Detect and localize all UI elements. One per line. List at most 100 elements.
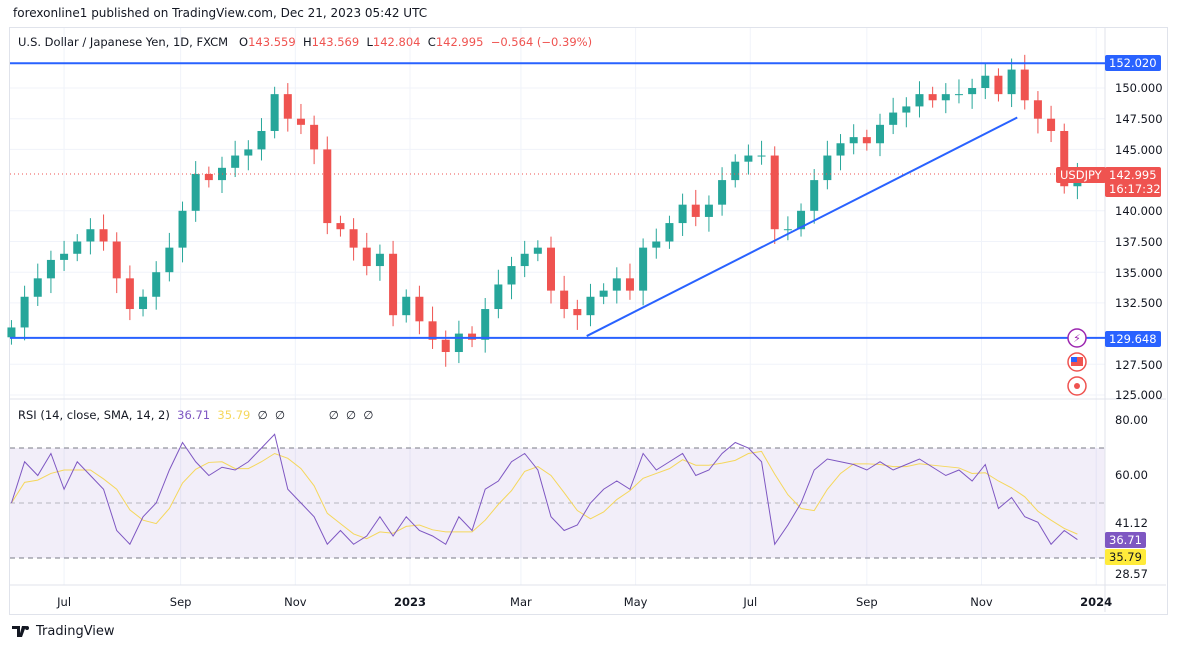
candle-body [586, 296, 595, 316]
candle-body [797, 210, 806, 230]
empty-value: ∅ [275, 408, 286, 422]
candle-body [889, 112, 898, 125]
candle-body [836, 143, 845, 156]
candle-body [283, 94, 292, 119]
change-value: −0.564 (−0.39%) [490, 35, 593, 49]
rsi-tick: 28.57 [1115, 567, 1148, 581]
candle-body [810, 180, 819, 211]
time-tick: 2024 [1080, 595, 1113, 609]
candles [7, 54, 1082, 367]
candle-body [310, 124, 319, 150]
price-tick: 135.000 [1115, 266, 1163, 280]
tradingview-logo-icon [12, 625, 29, 637]
candle-body [639, 247, 648, 291]
candle-body [7, 327, 16, 338]
rsi-value: 36.71 [177, 408, 211, 422]
candle-body [1060, 130, 1069, 187]
candle-body [612, 278, 621, 291]
rsi-tick: 80.00 [1115, 413, 1148, 427]
candle-body [441, 339, 450, 353]
candle-body [86, 229, 95, 242]
symbol-legend[interactable]: U.S. Dollar / Japanese Yen, 1D, FXCM O14… [18, 35, 592, 49]
high-label: H [302, 35, 312, 49]
rsi-legend[interactable]: RSI (14, close, SMA, 14, 2) 36.71 35.79 … [18, 408, 373, 422]
time-tick: Jul [57, 595, 72, 609]
time-tick: 2023 [393, 595, 427, 609]
candle-body [178, 210, 187, 248]
brand-name: TradingView [36, 624, 115, 639]
candle-body [1020, 69, 1029, 101]
candle-body [731, 161, 740, 181]
candle-body [270, 94, 279, 131]
candle-body [204, 173, 213, 181]
candle-body [231, 155, 240, 168]
empty-value: ∅ [363, 408, 374, 422]
candle-body [323, 149, 332, 224]
candle-body [33, 278, 42, 297]
empty-value: ∅ [346, 408, 357, 422]
close-label: C [427, 35, 436, 49]
candle-body [125, 278, 134, 310]
candle-body [533, 247, 542, 254]
candle-body [718, 180, 727, 205]
candle-body [152, 272, 161, 297]
candle-body [744, 155, 753, 162]
candle-body [402, 296, 411, 316]
symbol-title: U.S. Dollar / Japanese Yen, 1D, FXCM [18, 35, 229, 49]
price-tick: 140.000 [1115, 204, 1163, 218]
candle-body [849, 137, 858, 144]
candle-body [704, 204, 713, 217]
candle-body [691, 204, 700, 217]
candle-body [968, 88, 977, 95]
candle-body [876, 124, 884, 144]
tradingview-logo[interactable]: TradingView [12, 624, 115, 639]
time-tick: Jul [743, 595, 758, 609]
candle-body [481, 309, 490, 340]
candle-body [665, 223, 674, 242]
candle-body [73, 241, 82, 254]
price-tick: 137.500 [1115, 235, 1163, 249]
rsi-sma-line [11, 450, 1078, 540]
candle-body [375, 253, 384, 267]
lightning-icon[interactable] [1067, 328, 1087, 348]
low-label: L [366, 35, 373, 49]
trendline[interactable] [586, 116, 1018, 337]
candle-body [520, 253, 529, 267]
high-value: 143.569 [311, 35, 360, 49]
last-price-tag: 142.995 16:17:32 [1105, 167, 1161, 197]
candle-body [257, 130, 266, 150]
candle-body [1047, 118, 1056, 131]
candle-body [46, 259, 55, 279]
candle-body [928, 94, 937, 101]
price-tick: 127.500 [1115, 358, 1163, 372]
candle-body [296, 118, 305, 125]
time-tick: Nov [284, 595, 307, 609]
price-tick: 125.000 [1115, 388, 1163, 402]
svg-text:⚡: ⚡ [1073, 332, 1081, 345]
candle-body [625, 278, 634, 291]
candle-body [599, 290, 608, 297]
candle-body [954, 94, 963, 96]
candle-body [362, 247, 371, 267]
time-tick: Sep [169, 595, 192, 609]
support-price-tag: 129.648 [1105, 331, 1161, 347]
candle-body [981, 75, 990, 88]
price-tick: 145.000 [1115, 143, 1163, 157]
symbol-tag: USDJPY [1056, 167, 1106, 183]
candle-body [902, 106, 911, 113]
time-tick: Sep [855, 595, 878, 609]
price-tick: 132.500 [1115, 296, 1163, 310]
candle-body [99, 229, 108, 242]
rsi-sma-value: 35.79 [217, 408, 251, 422]
candle-body [20, 296, 29, 328]
candle-body [862, 137, 871, 144]
candle-body [336, 223, 345, 230]
bar-countdown: 16:17:32 [1109, 182, 1161, 196]
candle-body [60, 253, 69, 260]
candle-body [112, 241, 121, 279]
empty-value: ∅ [257, 408, 268, 422]
candle-body [573, 309, 582, 316]
candle-body [757, 155, 766, 157]
candle-body [428, 321, 437, 340]
